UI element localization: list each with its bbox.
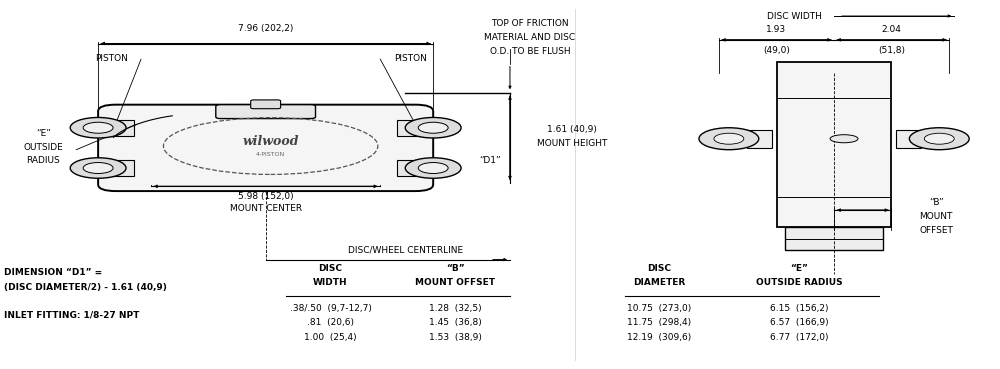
Text: INLET FITTING: 1/8-27 NPT: INLET FITTING: 1/8-27 NPT	[4, 310, 140, 319]
Text: MOUNT OFFSET: MOUNT OFFSET	[415, 278, 495, 287]
Text: PISTON: PISTON	[394, 54, 427, 63]
Text: OUTSIDE RADIUS: OUTSIDE RADIUS	[756, 278, 842, 287]
Circle shape	[924, 133, 954, 144]
Circle shape	[83, 122, 113, 133]
Text: “E”: “E”	[36, 130, 51, 138]
Text: “D1”: “D1”	[479, 156, 501, 165]
Text: 12.19  (309,6): 12.19 (309,6)	[627, 333, 692, 342]
FancyBboxPatch shape	[98, 105, 433, 191]
Text: wilwood: wilwood	[242, 135, 299, 148]
Text: 1.93: 1.93	[766, 25, 787, 34]
Text: TOP OF FRICTION: TOP OF FRICTION	[491, 19, 569, 28]
Circle shape	[70, 117, 126, 138]
Bar	[397, 120, 425, 136]
Text: DIAMETER: DIAMETER	[633, 278, 686, 287]
Bar	[785, 227, 883, 251]
Text: DISC: DISC	[648, 264, 672, 273]
Text: 1.00  (25,4): 1.00 (25,4)	[304, 333, 357, 342]
Text: 1.28  (32,5): 1.28 (32,5)	[429, 304, 481, 313]
Bar	[747, 130, 772, 148]
Circle shape	[83, 162, 113, 173]
Text: .81  (20,6): .81 (20,6)	[307, 318, 354, 327]
Text: RADIUS: RADIUS	[26, 156, 60, 165]
FancyBboxPatch shape	[251, 100, 281, 109]
Text: 7.96 (202,2): 7.96 (202,2)	[238, 24, 293, 32]
Text: 11.75  (298,4): 11.75 (298,4)	[627, 318, 692, 327]
Text: MOUNT CENTER: MOUNT CENTER	[230, 204, 302, 213]
Text: 6.57  (166,9): 6.57 (166,9)	[770, 318, 828, 327]
Circle shape	[405, 158, 461, 178]
Text: WIDTH: WIDTH	[313, 278, 348, 287]
Bar	[896, 130, 921, 148]
Text: O.D. TO BE FLUSH: O.D. TO BE FLUSH	[490, 47, 570, 56]
Circle shape	[714, 133, 744, 144]
Text: MOUNT HEIGHT: MOUNT HEIGHT	[537, 139, 607, 148]
Circle shape	[418, 162, 448, 173]
Text: “B”: “B”	[929, 198, 944, 207]
Ellipse shape	[830, 135, 858, 143]
Text: 1.45  (36,8): 1.45 (36,8)	[429, 318, 482, 327]
Text: DISC WIDTH: DISC WIDTH	[767, 11, 822, 21]
Text: “E”: “E”	[790, 264, 808, 273]
FancyBboxPatch shape	[216, 105, 316, 118]
Text: (51,8): (51,8)	[878, 46, 905, 55]
Text: OFFSET: OFFSET	[919, 226, 953, 235]
Circle shape	[418, 122, 448, 133]
Text: 1.61 (40,9): 1.61 (40,9)	[547, 125, 597, 134]
Bar	[397, 160, 425, 176]
Text: .38/.50  (9,7-12,7): .38/.50 (9,7-12,7)	[290, 304, 371, 313]
Text: DIMENSION “D1” =: DIMENSION “D1” =	[4, 268, 103, 277]
Text: DISC: DISC	[318, 264, 342, 273]
Text: MATERIAL AND DISC: MATERIAL AND DISC	[484, 33, 575, 42]
Text: DISC/WHEEL CENTERLINE: DISC/WHEEL CENTERLINE	[348, 246, 463, 255]
Text: 10.75  (273,0): 10.75 (273,0)	[627, 304, 692, 313]
Circle shape	[699, 128, 759, 150]
Circle shape	[405, 117, 461, 138]
Text: 6.77  (172,0): 6.77 (172,0)	[770, 333, 828, 342]
Text: (DISC DIAMETER/2) - 1.61 (40,9): (DISC DIAMETER/2) - 1.61 (40,9)	[4, 283, 167, 292]
Bar	[106, 120, 134, 136]
Circle shape	[70, 158, 126, 178]
Circle shape	[909, 128, 969, 150]
Text: 6.15  (156,2): 6.15 (156,2)	[770, 304, 828, 313]
Text: MOUNT: MOUNT	[920, 212, 953, 221]
Text: PISTON: PISTON	[95, 54, 128, 63]
Text: OUTSIDE: OUTSIDE	[23, 143, 63, 152]
Text: 2.04: 2.04	[882, 25, 902, 34]
Text: 1.53  (38,9): 1.53 (38,9)	[429, 333, 482, 342]
Text: 5.98 (152,0): 5.98 (152,0)	[238, 192, 293, 201]
FancyBboxPatch shape	[777, 62, 891, 227]
Text: 4-PISTON: 4-PISTON	[256, 152, 285, 157]
Text: (49,0): (49,0)	[763, 46, 790, 55]
Text: “B”: “B”	[446, 264, 464, 273]
Bar	[106, 160, 134, 176]
